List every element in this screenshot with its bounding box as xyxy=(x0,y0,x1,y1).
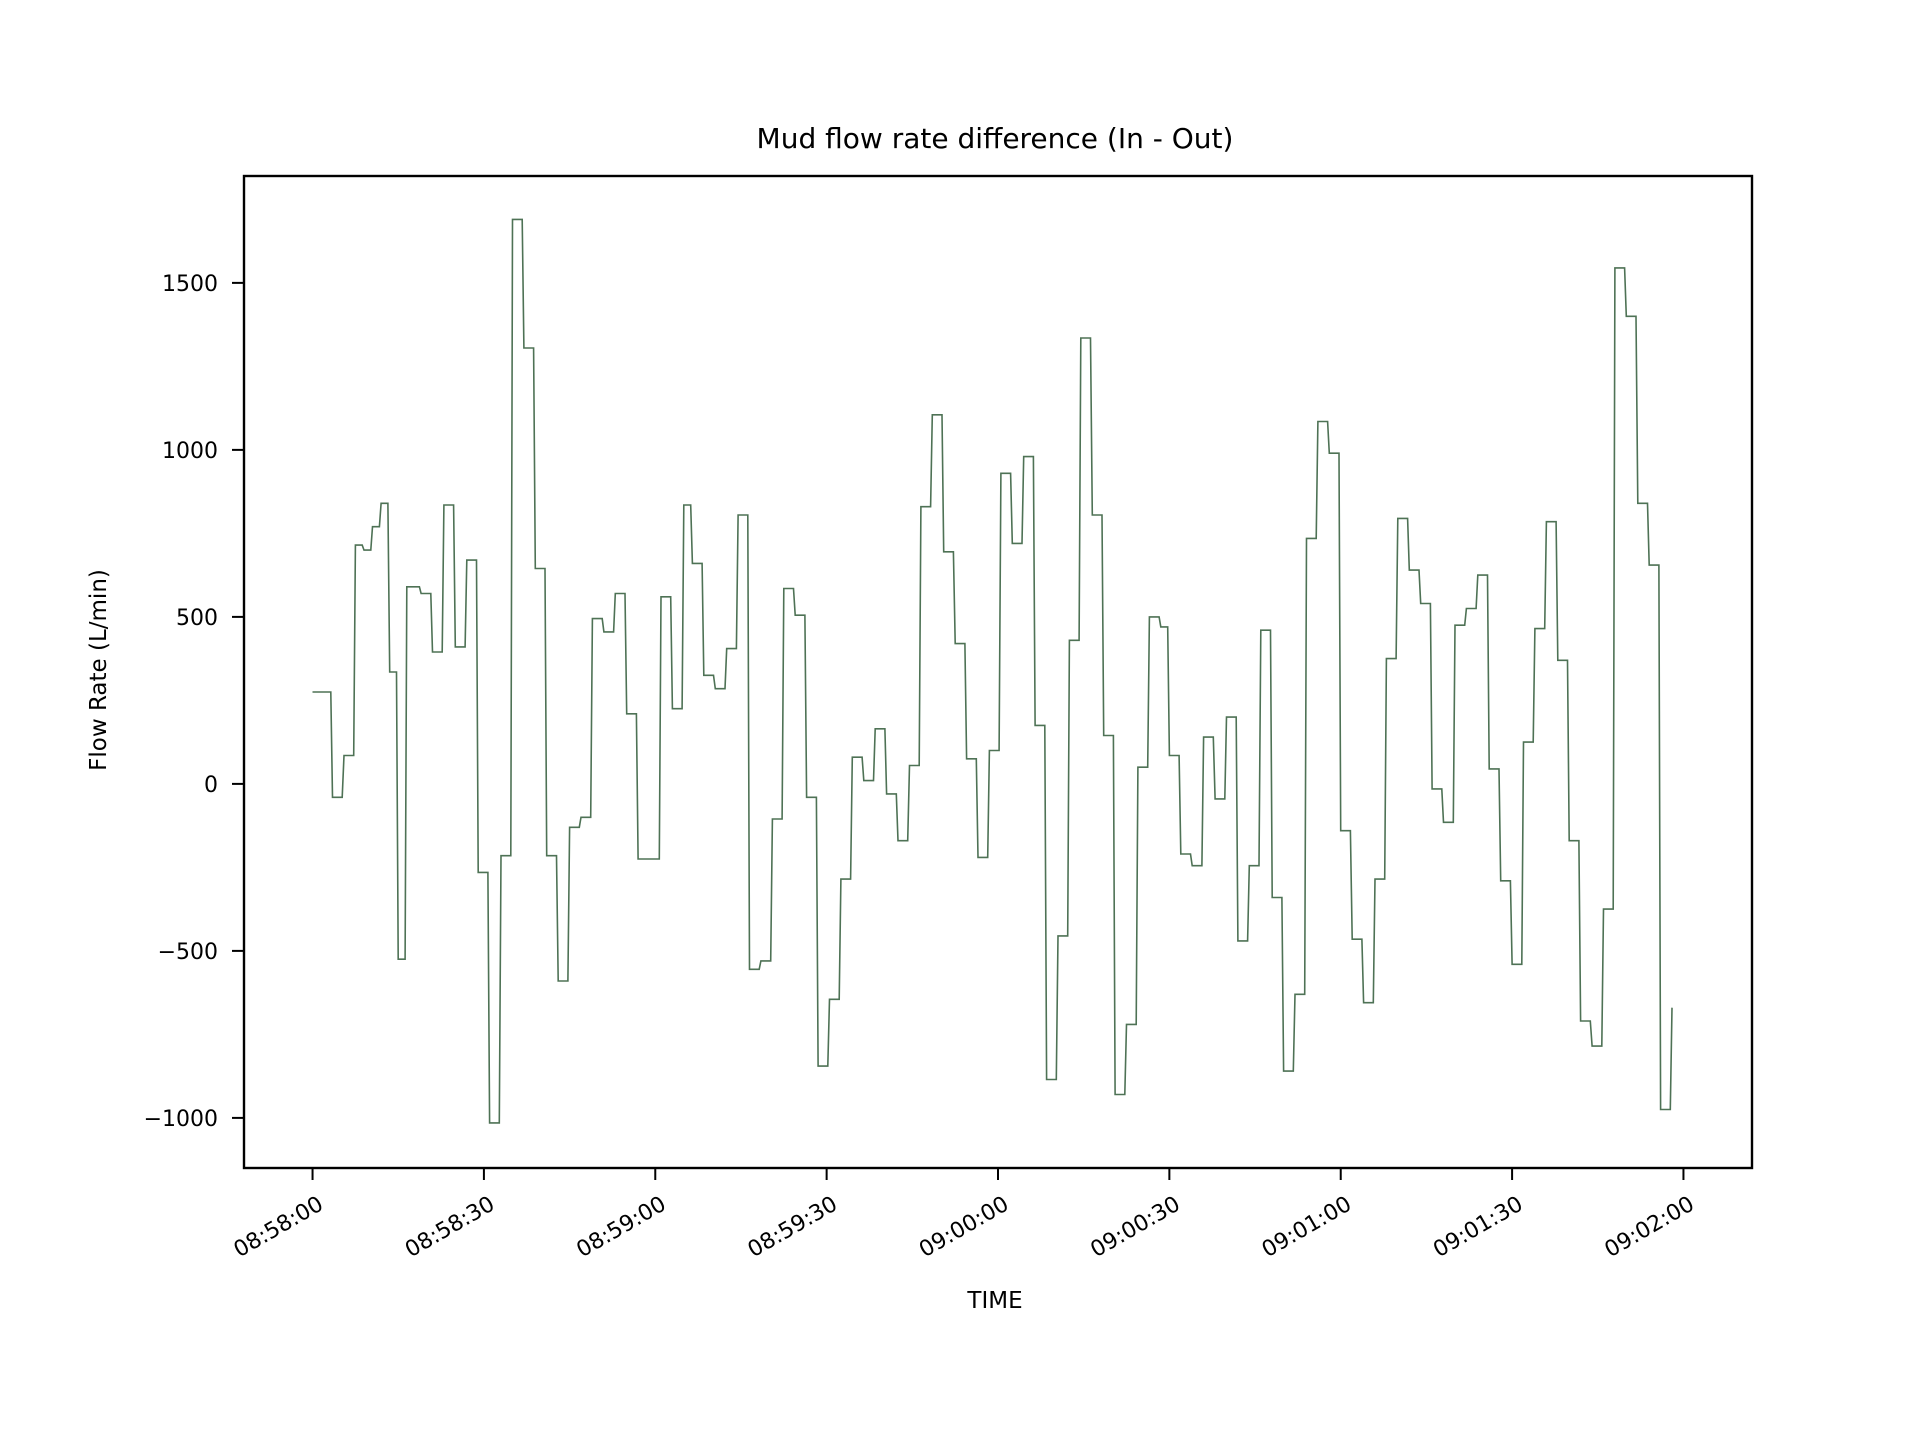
x-axis-title: TIME xyxy=(966,1288,1022,1314)
y-axis-title: Flow Rate (L/min) xyxy=(86,569,112,771)
y-tick-label: −500 xyxy=(158,940,218,965)
y-tick-label: 1000 xyxy=(162,439,218,464)
y-axis: −1000 −500 0 500 1000 1500 xyxy=(144,272,244,1132)
y-tick-label: 0 xyxy=(204,773,218,798)
y-tick-label: 1500 xyxy=(162,272,218,297)
series-line xyxy=(312,218,1673,1124)
chart-title: Mud flow rate difference (In - Out) xyxy=(757,122,1234,155)
y-tick-label: −1000 xyxy=(144,1107,218,1132)
y-tick-label: 500 xyxy=(176,606,218,631)
